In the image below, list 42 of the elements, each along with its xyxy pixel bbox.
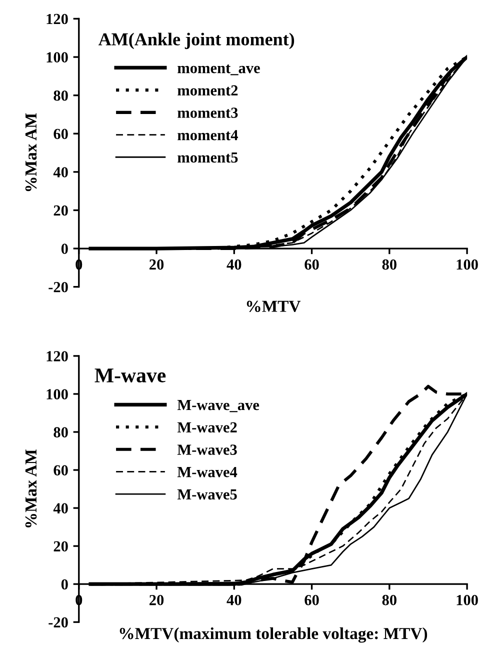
legend-label: moment_ave bbox=[178, 64, 260, 76]
y-tick-label: 60 bbox=[54, 128, 68, 140]
y-tick-label: 0 bbox=[61, 579, 68, 590]
x-tick-label: 80 bbox=[382, 594, 396, 606]
legend-label: M-wave5 bbox=[177, 489, 237, 500]
y-tick-label: -20 bbox=[48, 617, 68, 628]
y-axis-title: %Max AM bbox=[25, 449, 37, 528]
y-tick-label: 40 bbox=[53, 167, 68, 178]
x-tick-label: 100 bbox=[456, 259, 478, 270]
y-tick-label: 80 bbox=[54, 90, 68, 101]
y-tick-label: 120 bbox=[46, 351, 68, 362]
x-tick-label: 100 bbox=[456, 594, 478, 606]
legend-label: moment5 bbox=[178, 152, 238, 163]
legend-label: M-wave2 bbox=[177, 422, 237, 433]
y-tick-label: 0 bbox=[61, 244, 68, 254]
y-tick-label: -20 bbox=[48, 282, 68, 292]
x-tick-label: 80 bbox=[382, 259, 396, 270]
y-tick-label: 20 bbox=[54, 205, 68, 216]
y-tick-label: 100 bbox=[46, 52, 68, 62]
y-axis-title: %Max AM bbox=[25, 113, 37, 192]
chart-title: M-wave bbox=[94, 368, 166, 382]
legend-label: moment4 bbox=[178, 130, 238, 140]
y-tick-label: 80 bbox=[54, 427, 68, 438]
legend-label: M-wave4 bbox=[177, 467, 238, 478]
x-axis-title: %MTV(maximum tolerable voltage: MTV) bbox=[120, 627, 428, 643]
y-tick-label: 60 bbox=[54, 465, 68, 476]
y-tick-label: 40 bbox=[53, 503, 68, 514]
x-axis-title: %MTV bbox=[246, 300, 301, 312]
x-tick-label: 60 bbox=[304, 594, 319, 606]
y-tick-label: 20 bbox=[54, 541, 68, 552]
y-tick-label: 120 bbox=[46, 14, 68, 24]
x-tick-label: 40 bbox=[226, 259, 242, 270]
text: AM(Ankle joint moment) bbox=[98, 32, 294, 50]
y-tick-label: 100 bbox=[46, 389, 68, 400]
x-tick-label: 40 bbox=[226, 594, 242, 606]
legend-label: moment2 bbox=[178, 85, 238, 96]
x-tick-label: 60 bbox=[304, 259, 319, 270]
legend-label: M-wave3 bbox=[177, 444, 237, 455]
legend-label: M-wave_ave bbox=[177, 400, 260, 412]
x-tick-label: 20 bbox=[150, 594, 164, 606]
x-tick-label: 20 bbox=[150, 259, 164, 270]
legend-label: moment3 bbox=[178, 108, 238, 118]
